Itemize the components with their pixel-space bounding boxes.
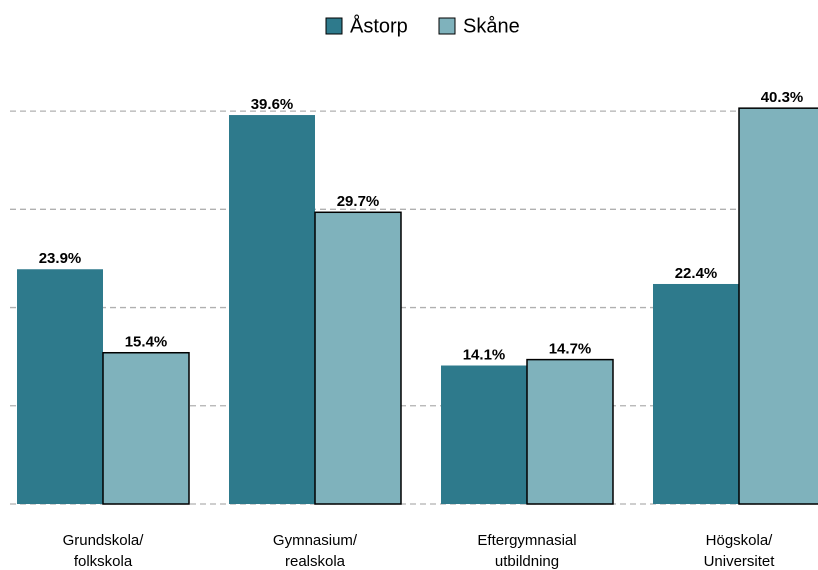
data-label: 29.7% <box>337 193 380 210</box>
x-tick-label: Eftergymnasial utbildning <box>477 532 577 570</box>
data-label: 14.1% <box>463 346 506 363</box>
data-label: 22.4% <box>675 265 718 282</box>
data-label: 14.7% <box>549 341 592 358</box>
bar <box>441 365 527 504</box>
bar <box>314 211 402 505</box>
x-tick-label: Gymnasium/ realskola <box>272 532 358 570</box>
legend-label: Åstorp <box>350 14 408 37</box>
data-label: 40.3% <box>761 89 804 106</box>
legend-swatch <box>438 17 456 35</box>
x-tick-label: Högskola/ Universitet <box>703 532 775 570</box>
bar <box>738 107 818 505</box>
bar <box>526 358 614 505</box>
x-tick-label: Grundskola/ folkskola <box>62 532 144 570</box>
data-label: 15.4% <box>125 334 168 351</box>
bar <box>229 115 315 504</box>
legend-swatch <box>325 17 343 35</box>
bar <box>17 269 103 504</box>
data-label: 23.9% <box>39 250 82 267</box>
bar <box>653 283 739 504</box>
data-label: 39.6% <box>251 96 294 113</box>
legend-label: Skåne <box>463 15 520 37</box>
bar <box>102 351 190 505</box>
